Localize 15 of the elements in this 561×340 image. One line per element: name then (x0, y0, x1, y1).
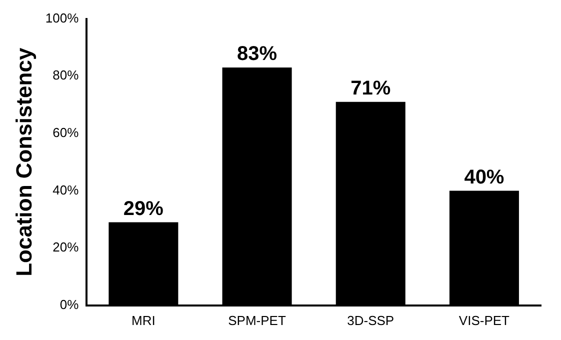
y-tick-label: 20% (52, 240, 80, 255)
data-label: 83% (237, 43, 278, 66)
x-tick-label: VIS-PET (458, 312, 510, 328)
data-label: 40% (464, 166, 504, 188)
x-tick-label: MRI (132, 312, 156, 328)
y-axis-title: Location Consistency (11, 47, 36, 276)
y-tick-label: 0% (60, 296, 80, 312)
x-tick-label: SPM-PET (228, 312, 286, 328)
y-tick-label: 40% (52, 182, 80, 198)
x-tick-label: 3D-SSP (347, 312, 394, 328)
data-label: 29% (123, 198, 164, 220)
data-label: 71% (350, 77, 391, 100)
y-tick-label: 100% (45, 10, 80, 26)
y-tick-label: 80% (52, 68, 80, 83)
y-tick-label: 60% (52, 125, 80, 140)
